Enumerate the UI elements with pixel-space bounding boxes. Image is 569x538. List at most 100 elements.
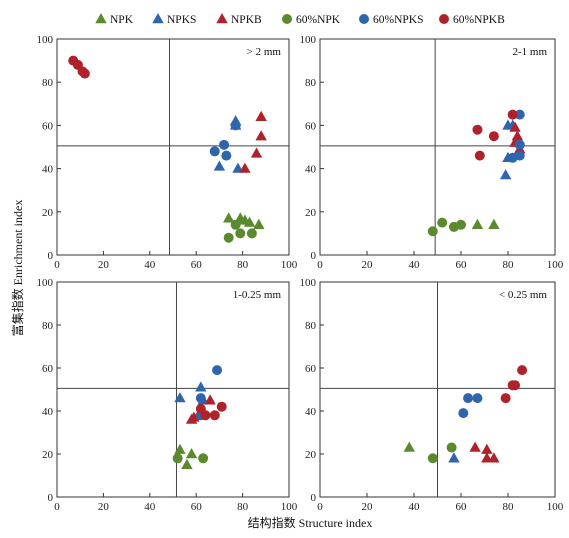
data-point-circle	[195, 393, 206, 404]
legend-label: NPK	[110, 14, 134, 26]
y-tick-label: 100	[37, 277, 54, 289]
data-point-circle	[514, 109, 525, 120]
panel-label: > 2 mm	[247, 46, 282, 58]
legend-item: NPK	[95, 13, 134, 26]
data-point-circle	[463, 393, 474, 404]
data-point-triangle	[255, 110, 267, 121]
y-axis-title: 富集指数 Enrichment index	[10, 200, 25, 337]
data-point-triangle	[222, 212, 235, 223]
y-tick-label: 40	[42, 164, 54, 176]
y-tick-label: 20	[42, 207, 54, 219]
data-point-circle	[514, 139, 525, 150]
data-point-triangle	[253, 218, 265, 229]
data-point-circle	[472, 393, 483, 404]
panel-label: < 0.25 mm	[499, 289, 548, 301]
y-tick-label: 100	[37, 34, 54, 46]
data-point-triangle	[481, 443, 493, 454]
data-point-circle	[230, 120, 241, 131]
data-point-triangle	[250, 147, 263, 158]
x-tick-label: 100	[547, 501, 564, 513]
legend-item: 60%NPKB	[439, 14, 505, 26]
panel-label: 1-0.25 mm	[233, 289, 282, 301]
data-point-triangle	[469, 441, 481, 452]
data-point-triangle	[185, 448, 198, 459]
data-point-circle	[172, 453, 183, 464]
x-tick-label: 40	[409, 259, 421, 271]
legend-item: NPKS	[152, 13, 196, 26]
x-tick-label: 20	[98, 501, 110, 513]
data-point-triangle	[403, 441, 415, 452]
data-point-circle	[209, 410, 220, 421]
x-tick-label: 80	[237, 501, 249, 513]
y-tick-label: 40	[42, 406, 54, 418]
y-tick-label: 80	[42, 77, 54, 89]
data-point-circle	[472, 124, 483, 135]
x-tick-label: 0	[317, 501, 323, 513]
data-point-triangle	[509, 121, 521, 132]
legend-label: NPKS	[167, 14, 196, 26]
data-point-triangle	[204, 394, 216, 405]
data-point-circle	[209, 146, 220, 157]
data-point-circle	[427, 226, 438, 237]
data-point-triangle	[213, 160, 226, 171]
legend-label: NPKB	[231, 14, 262, 26]
x-tick-label: 60	[191, 501, 203, 513]
data-point-triangle	[448, 452, 460, 463]
data-point-circle	[517, 365, 528, 376]
legend-triangle-marker	[152, 13, 164, 24]
data-point-circle	[488, 131, 499, 142]
data-point-circle	[458, 408, 469, 419]
data-point-triangle	[188, 411, 200, 422]
y-tick-label: 0	[311, 250, 317, 262]
panel-label: 2-1 mm	[512, 46, 547, 58]
data-point-circle	[219, 139, 230, 150]
x-tick-label: 0	[54, 501, 60, 513]
data-point-circle	[510, 380, 521, 391]
legend-label: 60%NPKS	[373, 14, 423, 26]
data-point-circle	[507, 109, 518, 120]
legend-item: 60%NPK	[282, 14, 341, 26]
y-tick-label: 80	[305, 320, 317, 332]
data-point-circle	[456, 219, 466, 230]
x-tick-label: 100	[547, 259, 564, 271]
data-point-triangle	[174, 443, 186, 454]
data-point-circle	[500, 393, 511, 404]
data-point-circle	[514, 150, 525, 161]
data-point-triangle	[488, 218, 500, 229]
x-tick-label: 60	[191, 259, 203, 271]
y-tick-label: 40	[305, 406, 317, 418]
plot-frame	[56, 38, 290, 256]
data-point-circle	[223, 232, 234, 243]
x-tick-label: 100	[281, 259, 298, 271]
y-tick-label: 60	[305, 120, 317, 132]
panel: 0 20 40 60 80 100 0 20 40 60 80 100 > 2 mm	[37, 34, 298, 271]
data-point-triangle	[239, 214, 251, 225]
panel: 0 20 40 60 80 100 0 20 40 60 80 100 < 0.25 mm	[300, 277, 564, 513]
y-tick-label: 80	[305, 77, 317, 89]
plot-frame	[56, 281, 290, 498]
legend-item: 60%NPKS	[359, 14, 423, 26]
y-tick-label: 100	[300, 34, 317, 46]
legend-circle-marker	[359, 14, 369, 24]
x-tick-label: 60	[456, 259, 468, 271]
data-point-circle	[437, 217, 448, 228]
legend-triangle-marker	[95, 13, 107, 24]
x-tick-label: 40	[409, 501, 421, 513]
data-point-circle	[221, 150, 232, 161]
y-tick-label: 20	[305, 449, 317, 461]
data-point-circle	[212, 365, 223, 376]
legend-triangle-marker	[216, 13, 228, 24]
y-tick-label: 60	[42, 363, 54, 375]
data-point-circle	[79, 68, 90, 79]
panels: 0 20 40 60 80 100 0 20 40 60 80 100 > 2 mm 0 20 40 60 80 1…	[37, 34, 564, 513]
data-point-circle	[474, 150, 485, 161]
data-point-triangle	[195, 381, 207, 392]
plot-frame	[319, 38, 556, 256]
legend-label: 60%NPK	[296, 14, 341, 26]
data-point-circle	[246, 228, 257, 239]
data-point-circle	[200, 410, 211, 421]
data-point-triangle	[499, 169, 512, 180]
x-tick-label: 100	[281, 501, 298, 513]
y-tick-label: 20	[305, 207, 317, 219]
y-tick-label: 100	[300, 277, 317, 289]
